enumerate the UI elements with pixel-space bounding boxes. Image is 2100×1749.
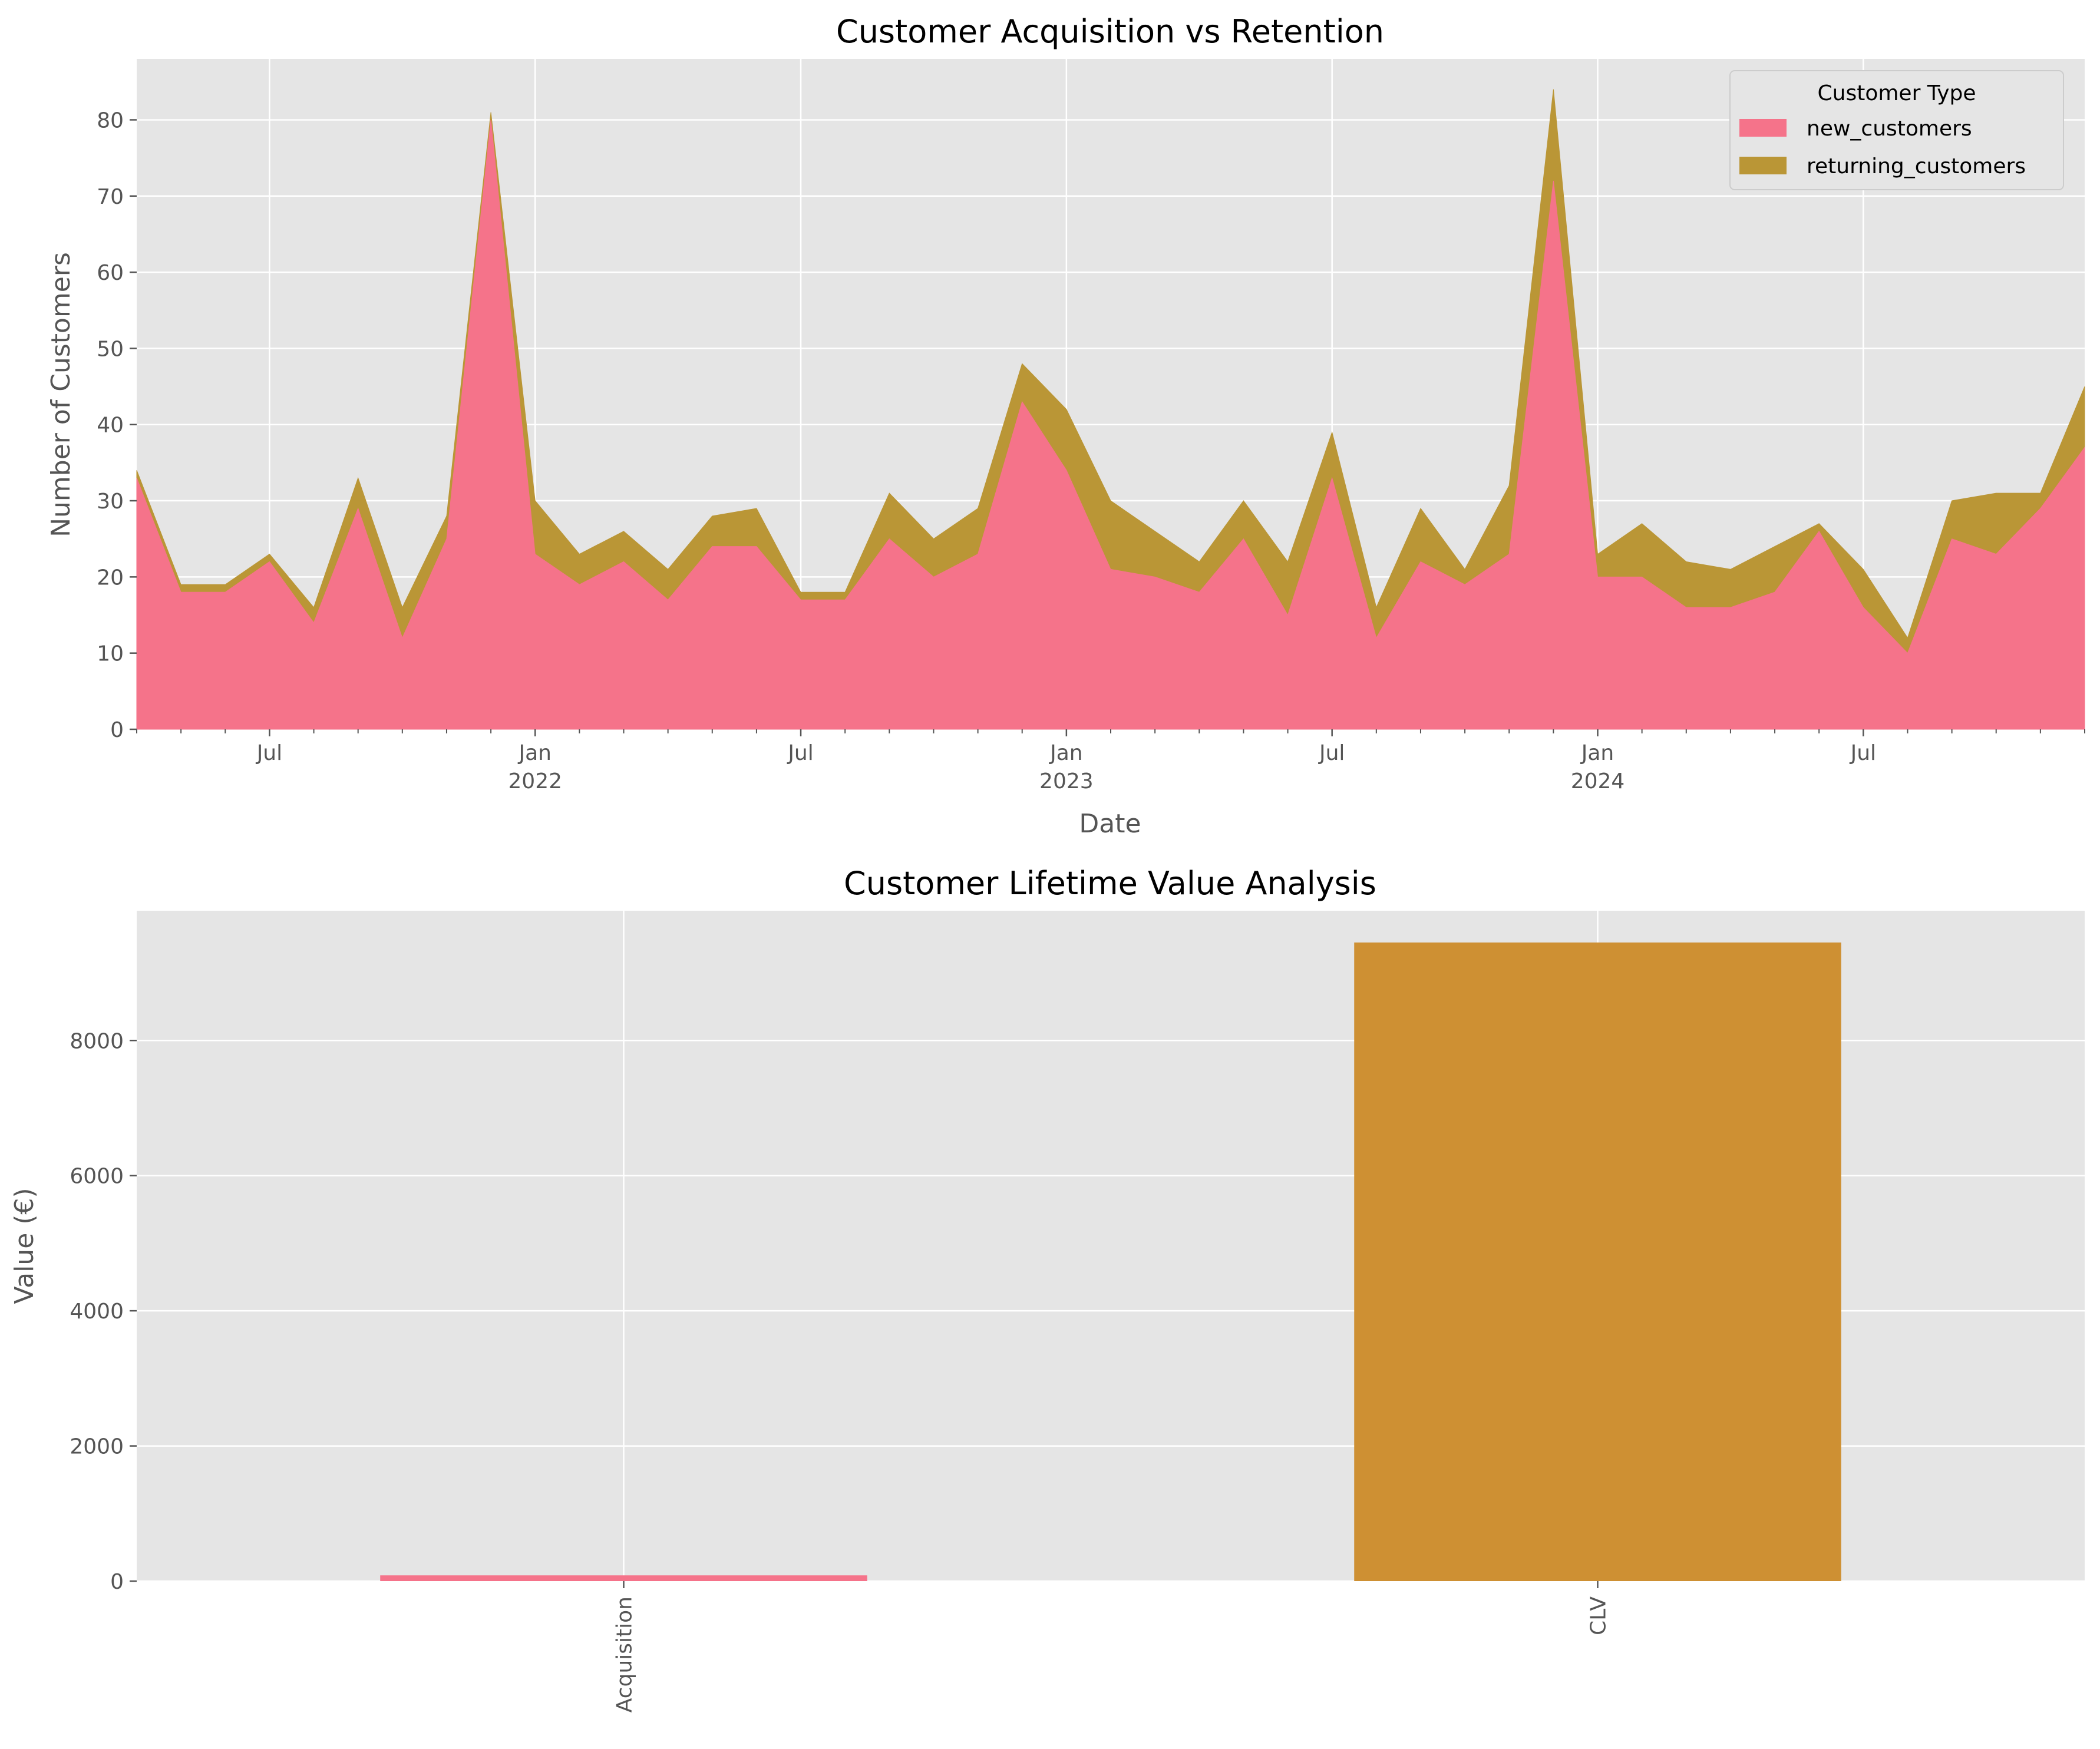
area-x-tick-year: 2022 — [508, 769, 562, 794]
area-new-customers — [136, 120, 2085, 730]
bar-y-axis: 0 2000 4000 6000 8000 — [70, 1029, 137, 1594]
legend-label-new-customers: new_customers — [1807, 117, 1972, 141]
bar-x-axis: Acquisition CLV — [613, 1581, 1611, 1712]
area-y-tick-label: 80 — [97, 108, 124, 133]
area-x-axis-label: Date — [1079, 809, 1141, 839]
area-x-tick-label: Jan — [517, 741, 552, 765]
area-y-tick-label: 20 — [97, 566, 124, 590]
area-y-tick-label: 50 — [97, 337, 124, 361]
bar-y-axis-label: Value (€) — [9, 1188, 39, 1304]
bar-series — [380, 942, 1841, 1581]
area-y-tick-label: 10 — [97, 642, 124, 666]
area-series — [136, 89, 2085, 730]
area-y-tick-label: 40 — [97, 414, 124, 438]
area-x-tick-year: 2024 — [1571, 769, 1625, 794]
bar-y-tick-label: 4000 — [70, 1300, 124, 1324]
area-y-tick-label: 30 — [97, 490, 124, 514]
bar-chart: Customer Lifetime Value Analysis 0 2000 40… — [9, 865, 2085, 1712]
bar-chart-title: Customer Lifetime Value Analysis — [844, 865, 1376, 902]
area-x-tick-label: Jul — [256, 741, 282, 765]
area-x-tick-label: Jul — [1850, 741, 1876, 765]
area-x-tick-label: Jan — [1580, 741, 1614, 765]
area-y-tick-label: 70 — [97, 185, 124, 209]
bar-y-tick-label: 6000 — [70, 1165, 124, 1189]
area-x-tick-label: Jul — [1318, 741, 1345, 765]
area-y-axis: 0 10 20 30 40 50 60 70 80 — [97, 108, 137, 742]
area-x-tick-label: Jul — [787, 741, 813, 765]
legend-title: Customer Type — [1818, 81, 1976, 105]
legend-box — [1729, 70, 2064, 190]
area-y-tick-label: 60 — [97, 261, 124, 285]
area-y-axis-label: Number of Customers — [46, 252, 76, 537]
area-x-axis: Jul Jan 2022 Jul Jan 2023 Jul Jan 2024 Jul — [136, 729, 2085, 794]
bar-y-tick-label: 2000 — [70, 1435, 124, 1459]
area-y-tick-label: 0 — [110, 718, 124, 742]
bar-y-tick-label: 8000 — [70, 1029, 124, 1053]
area-chart: Customer Acquisition vs Retention 0 10 20 3… — [46, 13, 2085, 839]
area-x-tick-label: Jan — [1049, 741, 1083, 765]
bar-clv — [1354, 942, 1841, 1581]
bar-x-tick-label: CLV — [1587, 1596, 1611, 1635]
area-x-tick-year: 2023 — [1039, 769, 1094, 794]
area-chart-title: Customer Acquisition vs Retention — [836, 13, 1384, 50]
legend-swatch-returning-customers — [1739, 157, 1787, 174]
legend: Customer Type new_customers returning_cu… — [1729, 70, 2064, 190]
legend-swatch-new-customers — [1739, 119, 1787, 137]
bar-acquisition — [380, 1575, 867, 1581]
bar-y-tick-label: 0 — [110, 1570, 124, 1594]
bar-x-tick-label: Acquisition — [613, 1596, 637, 1712]
legend-label-returning-customers: returning_customers — [1807, 154, 2026, 178]
